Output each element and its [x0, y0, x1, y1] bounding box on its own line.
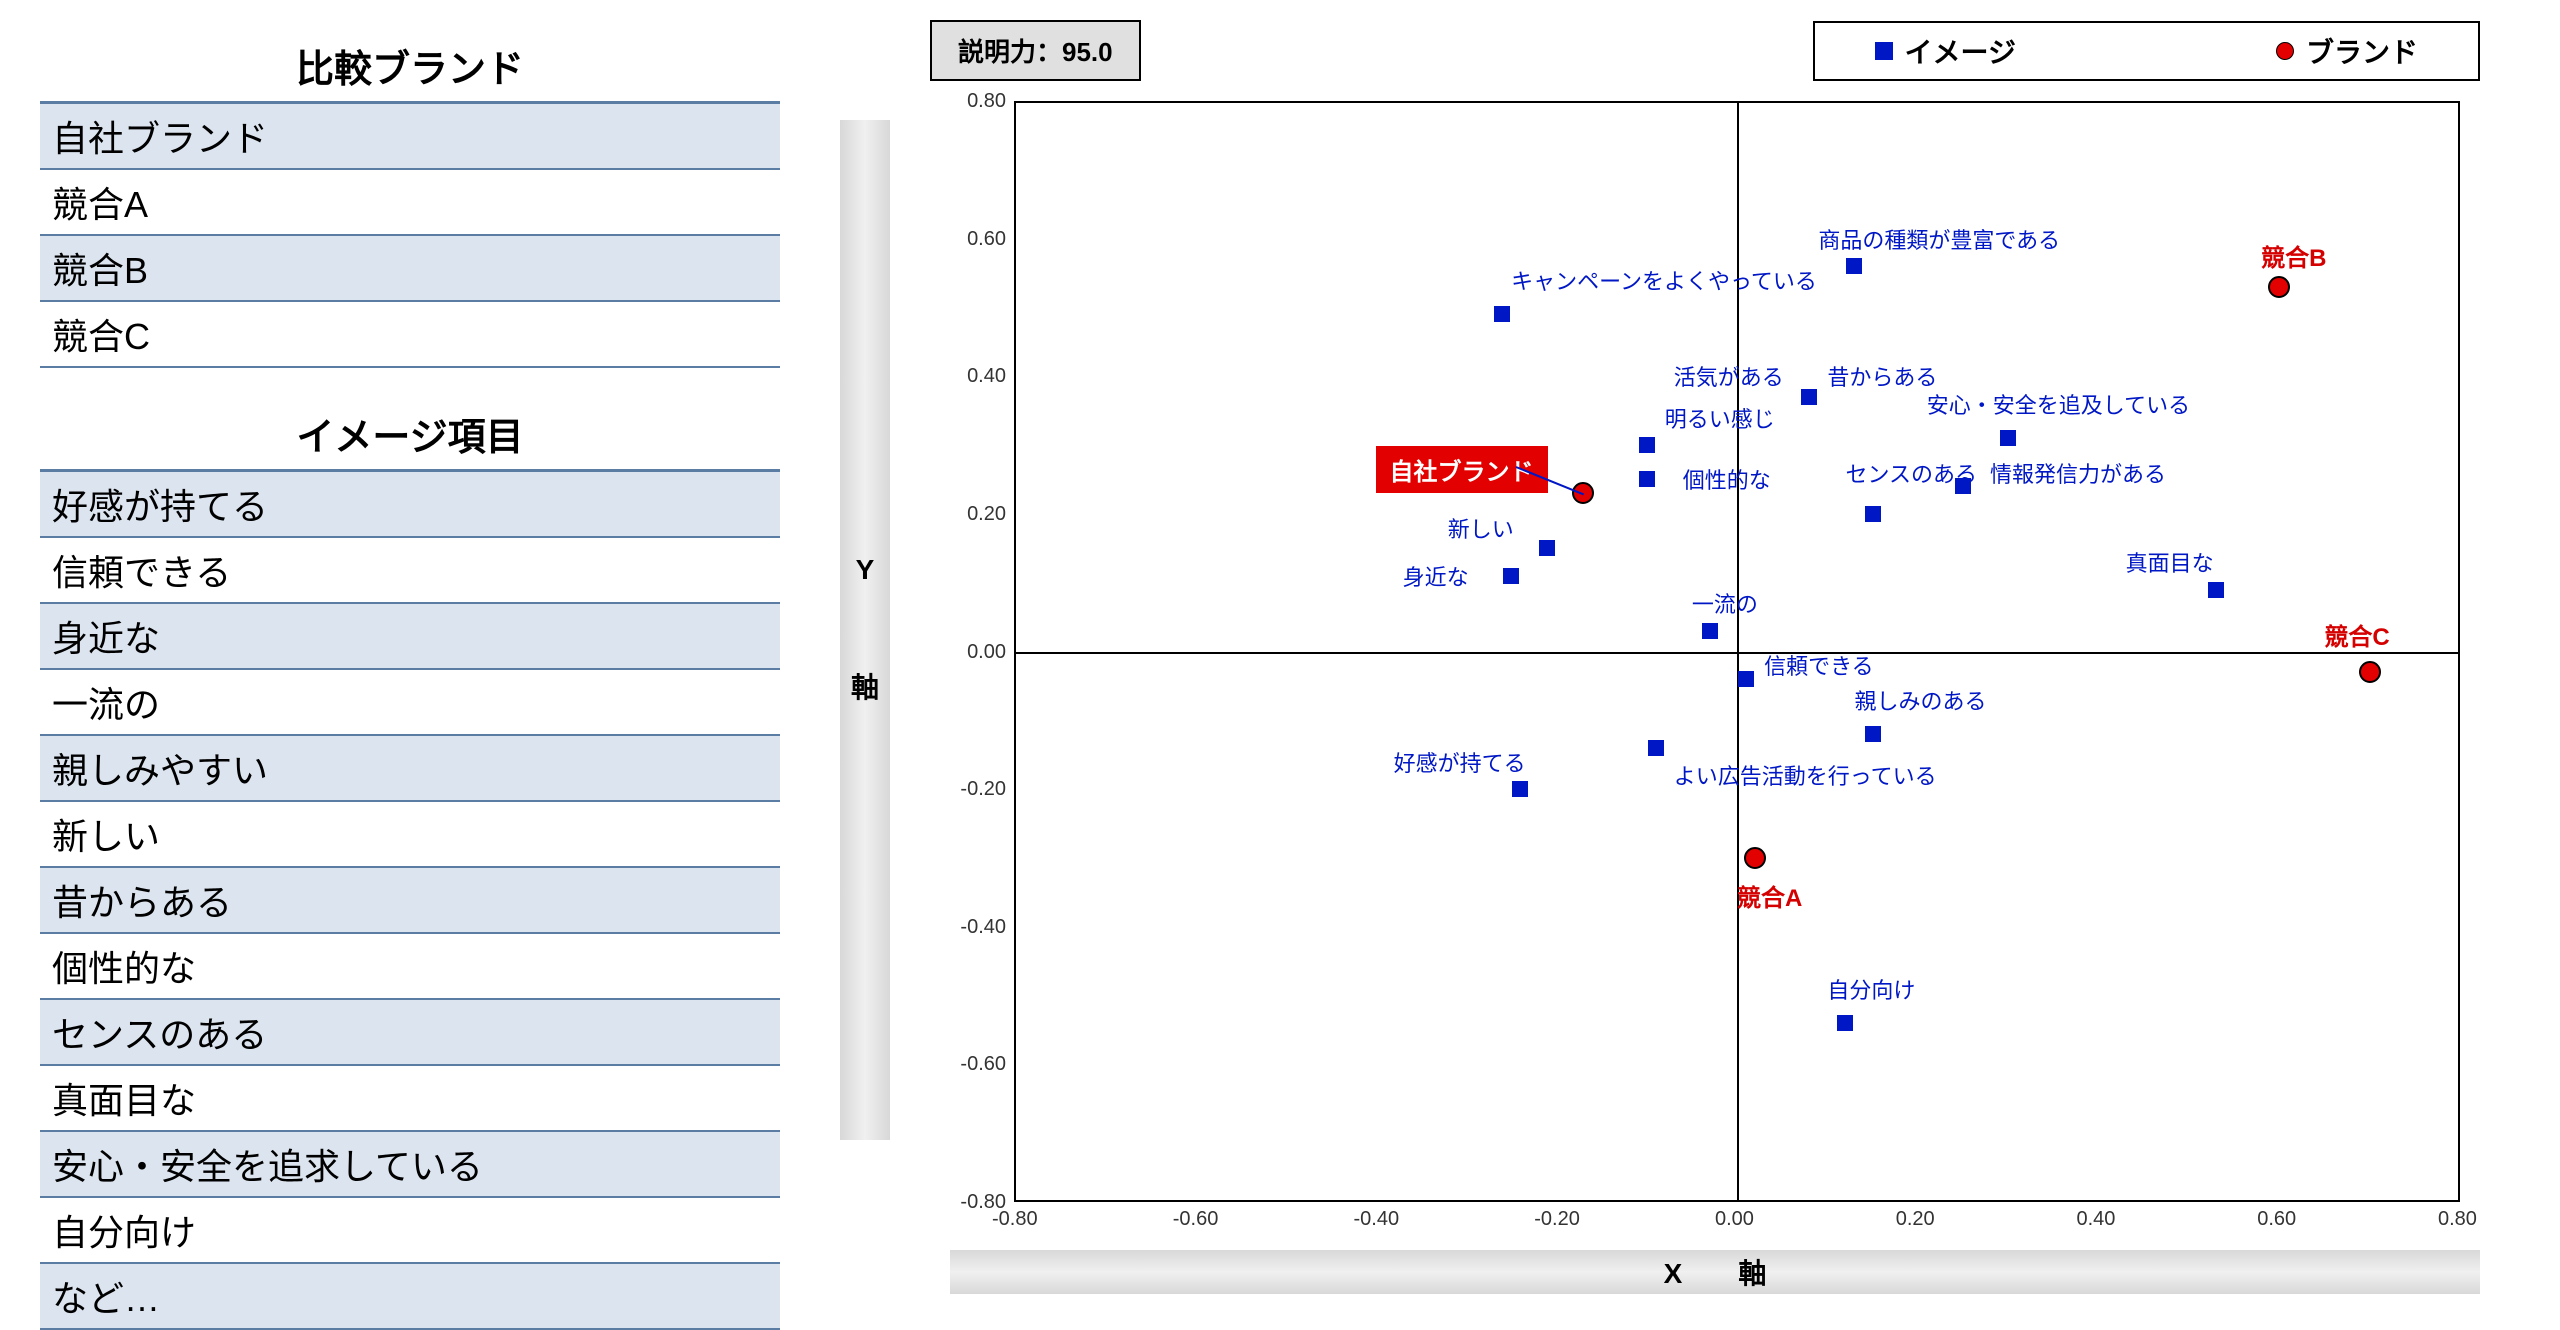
image-point-label: 好感が持てる	[1394, 746, 1526, 778]
image-item: 信頼できる	[40, 538, 780, 604]
brand-point	[2268, 276, 2290, 298]
legend-box: イメージ ブランド	[1813, 21, 2480, 81]
image-point	[1738, 671, 1754, 687]
image-point-label: 信頼できる	[1764, 649, 1874, 681]
image-point-label: 一流の	[1692, 587, 1758, 619]
image-item: 身近な	[40, 604, 780, 670]
legend-image-label: イメージ	[1905, 31, 2016, 71]
image-point	[1639, 471, 1655, 487]
y-tick: 0.00	[967, 641, 1006, 664]
circle-marker-icon	[2276, 42, 2294, 60]
brands-header: 比較ブランド	[40, 30, 780, 104]
image-point-label: 活気がある	[1674, 360, 1784, 392]
y-tick: 0.20	[967, 503, 1006, 526]
image-point-label: 真面目な	[2126, 546, 2214, 578]
x-axis-text: X 軸	[1664, 1252, 1767, 1292]
y-tick: 0.60	[967, 228, 1006, 251]
image-point	[2208, 582, 2224, 598]
image-point-label: 情報発信力がある	[1990, 457, 2166, 489]
legend-brand: ブランド	[2276, 31, 2418, 71]
image-item: 真面目な	[40, 1066, 780, 1132]
left-panel: 比較ブランド 自社ブランド競合A競合B競合C イメージ項目 好感が持てる信頼でき…	[40, 20, 840, 1294]
image-item: 自分向け	[40, 1198, 780, 1264]
x-tick: 0.80	[2438, 1208, 2477, 1231]
x-tick: 0.60	[2257, 1208, 2296, 1231]
brand-item: 自社ブランド	[40, 104, 780, 170]
image-point	[1702, 623, 1718, 639]
brand-point-label: 競合C	[2324, 617, 2389, 652]
legend-brand-label: ブランド	[2306, 31, 2418, 71]
brands-list: 自社ブランド競合A競合B競合C	[40, 104, 780, 368]
x-tick: -0.20	[1534, 1208, 1580, 1231]
x-zero-line	[1014, 652, 2460, 654]
image-point-label: 昔からある	[1827, 360, 1937, 392]
image-point-label: キャンペーンをよくやっている	[1511, 264, 1817, 296]
y-axis-label: Y 軸	[840, 120, 890, 1140]
x-tick: 0.20	[1896, 1208, 1935, 1231]
image-point-label: 自分向け	[1827, 973, 1915, 1005]
image-point	[1865, 506, 1881, 522]
y-axis-char: Y	[856, 554, 875, 586]
image-point-label: 身近な	[1403, 560, 1469, 592]
y-tick: -0.40	[960, 916, 1006, 939]
y-tick: -0.80	[960, 1191, 1006, 1214]
image-point	[1648, 740, 1664, 756]
x-tick: -0.60	[1173, 1208, 1219, 1231]
brand-point-label: 競合B	[2261, 238, 2326, 273]
y-tick: -0.20	[960, 778, 1006, 801]
chart-area: 説明力：95.0 イメージ ブランド -0.80-0.80-0.60-0.60-…	[890, 20, 2520, 1294]
image-item: 好感が持てる	[40, 472, 780, 538]
square-marker-icon	[1875, 42, 1893, 60]
y-tick: -0.60	[960, 1053, 1006, 1076]
brand-item: 競合C	[40, 302, 780, 368]
y-tick: 0.80	[967, 90, 1006, 113]
image-point-label: 親しみのある	[1854, 684, 1986, 716]
image-point	[1503, 568, 1519, 584]
image-item: 一流の	[40, 670, 780, 736]
image-item: 安心・安全を追求している	[40, 1132, 780, 1198]
brand-item: 競合A	[40, 170, 780, 236]
images-list: 好感が持てる信頼できる身近な一流の親しみやすい新しい昔からある個性的なセンスのあ…	[40, 472, 780, 1330]
x-tick: 0.00	[1715, 1208, 1754, 1231]
image-point	[1801, 389, 1817, 405]
images-header: イメージ項目	[40, 398, 780, 472]
image-item: など…	[40, 1264, 780, 1330]
x-tick: -0.40	[1354, 1208, 1400, 1231]
brand-point	[1744, 847, 1766, 869]
image-point-label: 安心・安全を追及している	[1927, 388, 2190, 420]
plot-area: -0.80-0.80-0.60-0.60-0.40-0.40-0.20-0.20…	[950, 91, 2480, 1246]
image-item: 個性的な	[40, 934, 780, 1000]
x-tick: 0.40	[2077, 1208, 2116, 1231]
brand-point-label: 競合A	[1737, 878, 1802, 913]
image-point	[1955, 478, 1971, 494]
image-point-label: 個性的な	[1683, 463, 1771, 495]
image-item: 昔からある	[40, 868, 780, 934]
x-axis-label: X 軸	[950, 1250, 2480, 1294]
image-point	[1846, 258, 1862, 274]
image-point	[2000, 430, 2016, 446]
brand-point	[2359, 661, 2381, 683]
image-point	[1494, 306, 1510, 322]
image-point	[1512, 781, 1528, 797]
image-item: センスのある	[40, 1000, 780, 1066]
chart-top-bar: 説明力：95.0 イメージ ブランド	[890, 20, 2520, 91]
explain-box: 説明力：95.0	[930, 20, 1141, 81]
y-axis-char: 軸	[851, 666, 879, 706]
image-point	[1639, 437, 1655, 453]
brand-item: 競合B	[40, 236, 780, 302]
image-item: 新しい	[40, 802, 780, 868]
chart-panel: Y 軸 説明力：95.0 イメージ ブランド -0.80-0.80-0.60-0…	[840, 20, 2520, 1294]
image-point-label: よい広告活動を行っている	[1674, 759, 1937, 791]
y-tick: 0.40	[967, 365, 1006, 388]
image-point	[1865, 726, 1881, 742]
image-point-label: 明るい感じ	[1665, 402, 1775, 434]
legend-image: イメージ	[1875, 31, 2016, 71]
image-point	[1539, 540, 1555, 556]
image-point-label: 商品の種類が豊富である	[1818, 223, 2060, 255]
image-item: 親しみやすい	[40, 736, 780, 802]
image-point-label: 新しい	[1448, 512, 1514, 544]
image-point	[1837, 1015, 1853, 1031]
